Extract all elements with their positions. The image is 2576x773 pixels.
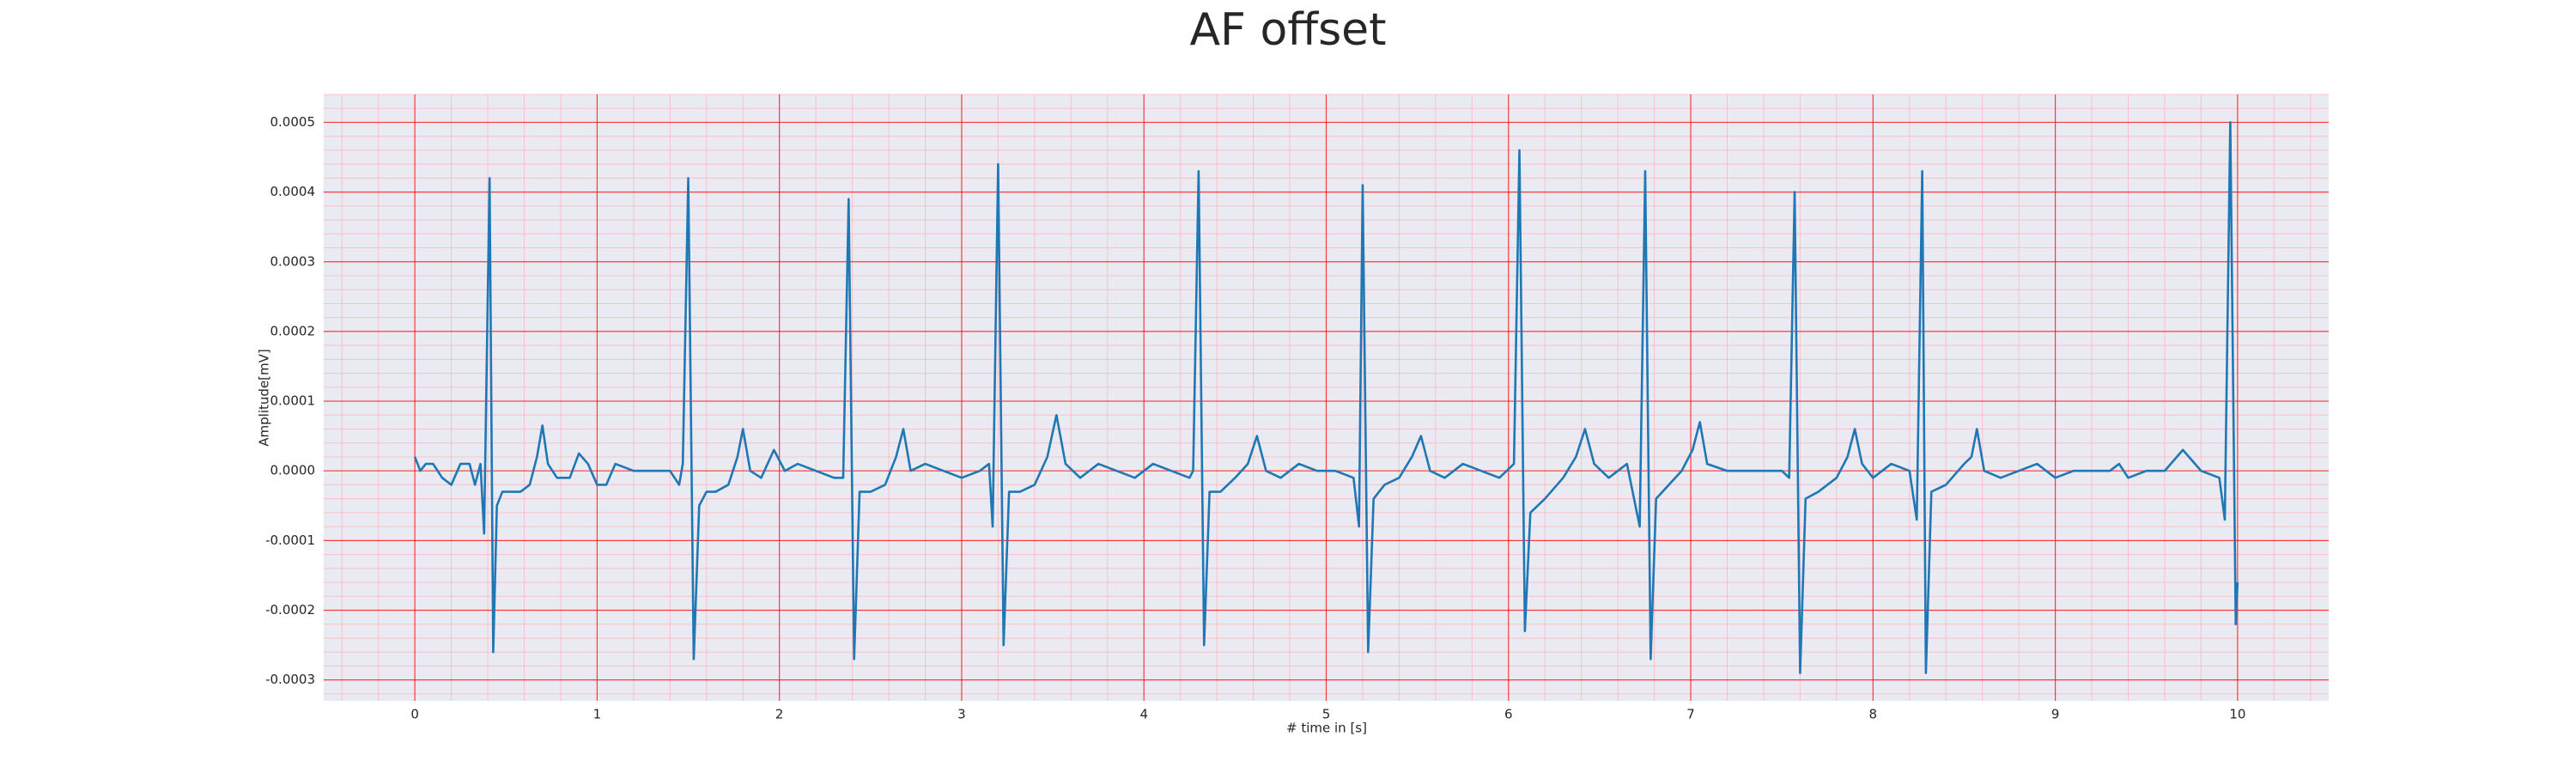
y-tick-label: 0.0004 xyxy=(270,184,316,199)
y-tick-label: -0.0001 xyxy=(265,533,315,548)
x-tick-label: 10 xyxy=(2229,707,2245,722)
y-tick-label: -0.0003 xyxy=(265,672,315,687)
x-tick-label: 2 xyxy=(775,707,784,722)
x-tick-label: 9 xyxy=(2051,707,2060,722)
y-tick-label: 0.0005 xyxy=(270,114,316,130)
chart-title: AF offset xyxy=(1189,4,1386,56)
x-tick-label: 6 xyxy=(1504,707,1513,722)
x-tick-label: 5 xyxy=(1322,707,1331,722)
y-axis-label: Amplitude[mV] xyxy=(257,349,272,446)
y-tick-label: 0.0001 xyxy=(270,393,316,409)
y-tick-label: 0.0002 xyxy=(270,323,316,338)
ecg-line xyxy=(413,121,2239,674)
y-tick-label: 0.0003 xyxy=(270,253,316,269)
x-tick-label: 0 xyxy=(410,707,419,722)
x-tick-label: 1 xyxy=(593,707,602,722)
x-axis-label: # time in [s] xyxy=(1286,721,1367,736)
x-tick-label: 4 xyxy=(1139,707,1148,722)
x-tick-label: 8 xyxy=(1869,707,1878,722)
x-tick-label: 3 xyxy=(957,707,966,722)
y-tick-label: 0.0000 xyxy=(270,463,316,478)
y-tick-label: -0.0002 xyxy=(265,602,315,618)
x-tick-label: 7 xyxy=(1686,707,1695,722)
